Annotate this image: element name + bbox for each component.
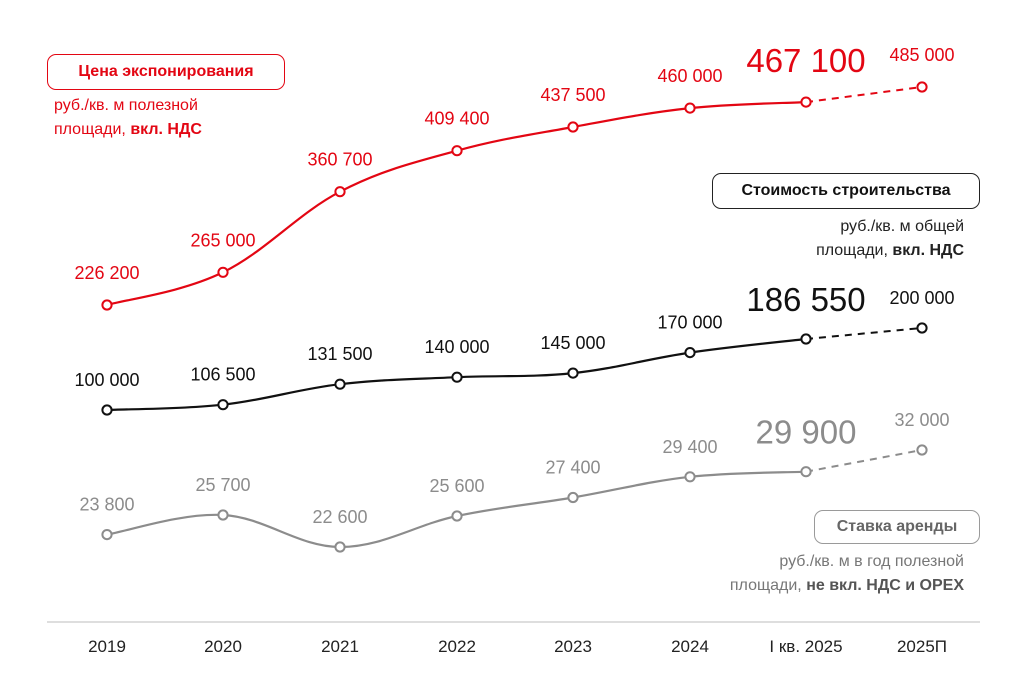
point-cost-2 [334, 378, 346, 390]
unit-note-rent-line1: руб./кв. м в год полезной [779, 553, 964, 570]
data-label-cost: 200 000 [889, 288, 954, 308]
point-cost-6 [800, 333, 812, 345]
data-label-cost: 106 500 [190, 365, 255, 385]
data-label-price: 437 500 [540, 85, 605, 105]
highlight-label-cost: 186 550 [746, 281, 865, 318]
series-forecast-line-rent [805, 449, 923, 473]
x-tick-label: 2023 [554, 637, 592, 656]
highlight-label-price: 467 100 [746, 42, 865, 79]
highlight-label-rent: 29 900 [756, 414, 857, 451]
x-tick-label: 2021 [321, 637, 359, 656]
data-label-cost: 145 000 [540, 333, 605, 353]
data-label-rent: 22 600 [312, 507, 367, 527]
data-label-price: 360 700 [307, 150, 372, 170]
point-rent-7 [916, 444, 928, 456]
point-price-7 [916, 81, 928, 93]
data-label-rent: 23 800 [79, 495, 134, 515]
data-label-cost: 140 000 [424, 337, 489, 357]
point-rent-3 [451, 510, 463, 522]
point-rent-5 [684, 471, 696, 483]
x-tick-label: 2024 [671, 637, 709, 656]
x-tick-label: I кв. 2025 [769, 637, 842, 656]
unit-note-rent-vat: не вкл. НДС и OPEX [806, 577, 964, 594]
data-label-rent: 27 400 [545, 458, 600, 478]
point-cost-4 [567, 367, 579, 379]
data-label-cost: 131 500 [307, 344, 372, 364]
unit-note-cost: руб./кв. м общей площади, вкл. НДС [816, 215, 964, 263]
point-rent-2 [334, 541, 346, 553]
data-label-rent: 29 400 [662, 437, 717, 457]
data-label-price: 485 000 [889, 45, 954, 65]
point-cost-1 [217, 399, 229, 411]
unit-note-price-line2: площади, [54, 121, 131, 138]
unit-note-price-vat: вкл. НДС [130, 121, 202, 138]
point-price-1 [217, 266, 229, 278]
unit-note-cost-vat: вкл. НДС [892, 242, 964, 259]
series-forecast-line-price [805, 86, 923, 104]
data-label-rent: 25 600 [429, 476, 484, 496]
series-line-price [105, 101, 808, 307]
point-price-0 [101, 299, 113, 311]
series-forecast-line-cost [805, 327, 923, 340]
legend-rent: Ставка аренды [814, 510, 980, 544]
point-cost-0 [101, 404, 113, 416]
x-tick-label: 2022 [438, 637, 476, 656]
unit-note-cost-line1: руб./кв. м общей [840, 218, 964, 235]
legend-price: Цена экспонирования [47, 54, 285, 90]
data-label-cost: 170 000 [657, 313, 722, 333]
data-label-price: 460 000 [657, 66, 722, 86]
point-cost-7 [916, 322, 928, 334]
point-price-4 [567, 121, 579, 133]
data-label-rent: 32 000 [894, 410, 949, 430]
point-price-6 [800, 96, 812, 108]
point-cost-5 [684, 347, 696, 359]
data-label-price: 226 200 [74, 263, 139, 283]
unit-note-price: руб./кв. м полезной площади, вкл. НДС [54, 94, 202, 142]
point-cost-3 [451, 371, 463, 383]
data-label-cost: 100 000 [74, 370, 139, 390]
point-rent-6 [800, 466, 812, 478]
point-rent-4 [567, 491, 579, 504]
x-tick-label: 2025П [897, 637, 947, 656]
legend-cost: Стоимость строительства [712, 173, 980, 209]
unit-note-rent: руб./кв. м в год полезной площади, не вк… [730, 550, 964, 598]
point-rent-1 [217, 509, 229, 521]
x-tick-label: 2020 [204, 637, 242, 656]
point-price-5 [684, 102, 696, 114]
point-rent-0 [101, 529, 113, 541]
unit-note-cost-line2: площади, [816, 242, 893, 259]
point-price-3 [451, 145, 463, 157]
x-tick-label: 2019 [88, 637, 126, 656]
unit-note-rent-line2: площади, [729, 577, 807, 594]
unit-note-price-line1: руб./кв. м полезной [54, 97, 198, 114]
data-label-rent: 25 700 [195, 475, 250, 495]
data-label-price: 265 000 [190, 230, 255, 250]
data-label-price: 409 400 [424, 109, 489, 129]
point-price-2 [334, 186, 346, 198]
